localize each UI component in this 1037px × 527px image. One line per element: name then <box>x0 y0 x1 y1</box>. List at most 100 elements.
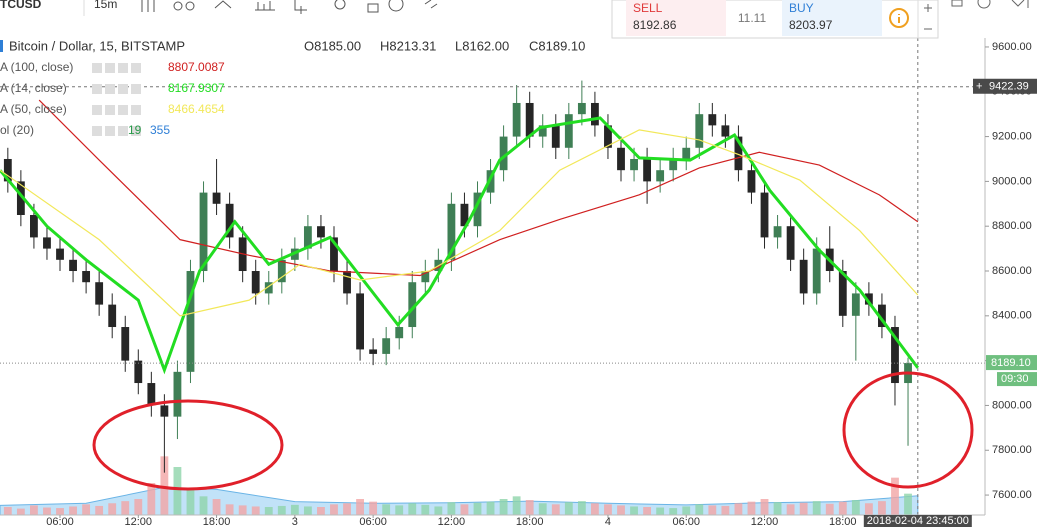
volume-bar <box>630 506 638 515</box>
volume-bar <box>773 502 782 515</box>
candle-body <box>447 203 456 260</box>
legend-button[interactable] <box>92 105 102 115</box>
volume-bar <box>591 503 599 515</box>
legend-name: A (14, close) <box>0 81 67 95</box>
candle-body <box>186 271 195 372</box>
candle-body <box>695 114 704 148</box>
legend-button[interactable] <box>92 126 102 136</box>
annotation-ellipse <box>842 371 974 489</box>
volume-bar <box>225 504 234 515</box>
volume-bar <box>317 507 325 515</box>
volume-bar <box>799 502 808 515</box>
candle-body <box>721 125 730 137</box>
x-tick-label: 12:00 <box>751 516 779 527</box>
candle-body <box>421 271 430 283</box>
legend-button[interactable] <box>118 63 128 73</box>
legend-button[interactable] <box>118 126 128 136</box>
candle-body <box>604 125 612 148</box>
crosshair-time-box <box>863 515 972 527</box>
volume-bar <box>382 504 391 515</box>
volume-bar <box>264 507 273 515</box>
legend-marker <box>0 40 3 52</box>
legend-button[interactable] <box>131 63 141 73</box>
volume-bar <box>95 505 104 515</box>
legend-value: 355 <box>150 123 170 137</box>
legend-button[interactable] <box>131 126 141 136</box>
legend-button[interactable] <box>105 84 115 94</box>
candle-body <box>525 102 534 137</box>
symbol[interactable]: TCUSD <box>0 0 42 11</box>
legend-button[interactable] <box>131 84 141 94</box>
y-tick-label: 8600.00 <box>992 265 1032 277</box>
volume-bar <box>212 499 221 515</box>
buy-button[interactable] <box>782 0 882 36</box>
y-tick-label: 9200.00 <box>992 130 1032 142</box>
buy-price: 8203.97 <box>789 18 833 32</box>
volume-bar <box>786 504 795 515</box>
x-tick-label: 12:00 <box>125 516 153 527</box>
volume-bar <box>238 505 247 515</box>
interval[interactable]: 15m <box>94 0 117 11</box>
x-tick-label: 06:00 <box>46 516 74 527</box>
legend-button[interactable] <box>105 126 115 136</box>
candle-body <box>30 214 38 238</box>
x-tick-label: 06:00 <box>672 516 700 527</box>
candle-body <box>382 338 391 354</box>
legend-button[interactable] <box>92 63 102 73</box>
volume-bar <box>604 504 612 515</box>
candle-body <box>891 327 899 384</box>
window-icons[interactable] <box>951 0 1029 9</box>
legend: Bitcoin / Dollar, 15, BITSTAMP O8185.00 … <box>0 38 585 137</box>
volume-bar <box>825 503 834 515</box>
candle-body <box>708 114 717 126</box>
overlay <box>0 38 985 515</box>
ma-line <box>38 99 919 277</box>
candle-body <box>251 271 260 294</box>
volume-bar <box>277 505 286 515</box>
volume-bar <box>173 467 182 515</box>
x-tick-label: 4 <box>605 516 611 527</box>
volume-bar <box>199 496 208 515</box>
ohlc-low: L8162.00 <box>455 38 509 53</box>
candle-body <box>160 405 169 417</box>
candle-body <box>643 158 652 182</box>
volume-bar <box>473 502 482 515</box>
legend-button[interactable] <box>131 105 141 115</box>
volume-bar <box>551 504 560 515</box>
y-tick-label: 9000.00 <box>992 175 1032 187</box>
volume-bar <box>538 503 547 515</box>
legend-button[interactable] <box>105 63 115 73</box>
zoom-buttons[interactable] <box>924 4 932 30</box>
legend-button[interactable] <box>105 105 115 115</box>
volume-bar <box>186 488 195 515</box>
candle-body <box>551 125 560 148</box>
last-price-label: 8189.10 <box>991 357 1031 369</box>
volume-bar <box>643 507 652 515</box>
legend-button[interactable] <box>118 105 128 115</box>
legend-button[interactable] <box>92 84 102 94</box>
candle-body <box>473 192 482 227</box>
crosshair-price: 9422.39 <box>989 81 1029 93</box>
legend-button[interactable] <box>118 84 128 94</box>
legend-name: A (100, close) <box>0 60 73 74</box>
candle-body <box>538 125 547 137</box>
candle-body <box>199 192 208 272</box>
volume-bar <box>851 500 860 515</box>
volume-bar <box>525 500 534 515</box>
x-tick-label: 12:00 <box>438 516 466 527</box>
candle-body <box>851 293 860 316</box>
info-icon[interactable] <box>889 8 909 28</box>
y-tick-label: 7600.00 <box>992 489 1032 501</box>
candle-body <box>512 102 521 137</box>
volume-bar <box>486 501 495 515</box>
candle-body <box>43 237 51 249</box>
volume-bar <box>812 501 821 515</box>
buy-label: BUY <box>789 1 814 15</box>
candle-body <box>69 259 77 272</box>
toolbar-icons[interactable] <box>141 0 438 14</box>
sell-button[interactable] <box>626 0 726 36</box>
crosshair-plus: + <box>976 81 982 93</box>
ohlc-high: H8213.31 <box>380 38 436 53</box>
